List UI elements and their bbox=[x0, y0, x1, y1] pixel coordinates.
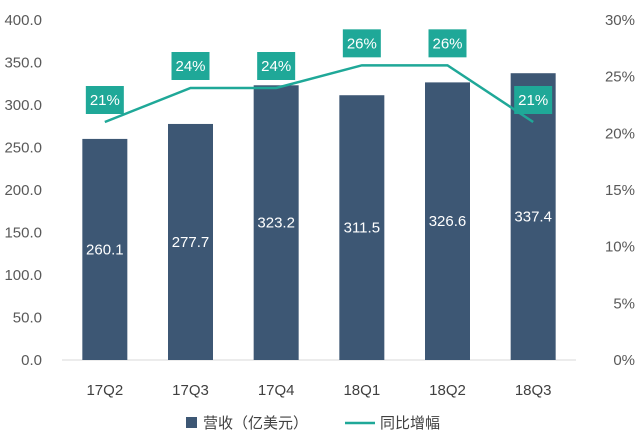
growth-line-group bbox=[104, 64, 534, 124]
y-right-tick-label: 10% bbox=[605, 239, 635, 256]
revenue-bar-value-label: 323.2 bbox=[257, 215, 295, 232]
y-right-tick-label: 30% bbox=[605, 12, 635, 29]
growth-label-box bbox=[342, 29, 381, 58]
growth-label-box bbox=[257, 52, 296, 80]
y-right-tick-label: 5% bbox=[613, 295, 635, 312]
data-labels-group: 21% 24% 24% 26% 26% 21% bbox=[85, 29, 553, 114]
y-left-tick-label: 250.0 bbox=[4, 140, 42, 157]
y-right-tick-label: 20% bbox=[605, 125, 635, 142]
growth-value-label: 26% bbox=[432, 35, 462, 52]
x-category-label: 17Q2 bbox=[86, 382, 123, 399]
x-category-label: 18Q1 bbox=[343, 382, 380, 399]
revenue-bar-value-label: 260.1 bbox=[86, 241, 124, 258]
growth-value-label: 21% bbox=[90, 92, 120, 109]
revenue-bar-value-label: 337.4 bbox=[514, 209, 552, 226]
legend-line-label: 同比增幅 bbox=[380, 415, 440, 432]
growth-value-label: 21% bbox=[518, 92, 548, 109]
y-right-tick-label: 0% bbox=[613, 352, 635, 369]
revenue-bar bbox=[82, 138, 128, 360]
y-right-tick-label: 15% bbox=[605, 182, 635, 199]
y-left-tick-label: 200.0 bbox=[4, 182, 42, 199]
x-category-label: 17Q3 bbox=[172, 382, 209, 399]
y-left-tick-label: 300.0 bbox=[4, 97, 42, 114]
axes-group: 0.0 50.0 100.0 150.0 200.0 250.0 300.0 350.0 400… bbox=[4, 12, 635, 399]
x-category-label: 18Q2 bbox=[429, 382, 466, 399]
y-left-tick-label: 350.0 bbox=[4, 55, 42, 72]
growth-line bbox=[104, 64, 534, 124]
growth-value-label: 26% bbox=[347, 35, 377, 52]
growth-label-box bbox=[428, 29, 467, 58]
y-left-tick-label: 150.0 bbox=[4, 225, 42, 242]
revenue-bar bbox=[253, 85, 299, 360]
y-left-tick-label: 50.0 bbox=[13, 310, 42, 327]
revenue-bar bbox=[339, 95, 385, 360]
growth-label-box bbox=[85, 86, 124, 114]
legend-bar-label: 营收（亿美元） bbox=[203, 415, 308, 432]
revenue-bar-value-label: 277.7 bbox=[172, 234, 210, 251]
y-left-tick-label: 400.0 bbox=[4, 12, 42, 29]
bars-group: 260.1 277.7 323.2 311.5 326.6 337.4 bbox=[82, 73, 556, 361]
revenue-bar-value-label: 326.6 bbox=[429, 213, 467, 230]
revenue-bar bbox=[168, 123, 213, 360]
legend: 营收（亿美元） 同比增幅 bbox=[186, 415, 440, 432]
revenue-bar bbox=[425, 82, 470, 360]
y-right-tick-label: 25% bbox=[605, 69, 635, 86]
x-category-label: 18Q3 bbox=[515, 382, 552, 399]
growth-value-label: 24% bbox=[261, 58, 291, 75]
x-category-label: 17Q4 bbox=[258, 382, 295, 399]
legend-bar-swatch bbox=[186, 417, 197, 428]
growth-value-label: 24% bbox=[175, 58, 205, 75]
revenue-bar-value-label: 311.5 bbox=[344, 220, 380, 237]
y-left-tick-label: 100.0 bbox=[4, 267, 42, 284]
growth-label-box bbox=[171, 52, 210, 80]
y-left-tick-label: 0.0 bbox=[21, 352, 42, 369]
growth-label-box bbox=[514, 86, 553, 114]
